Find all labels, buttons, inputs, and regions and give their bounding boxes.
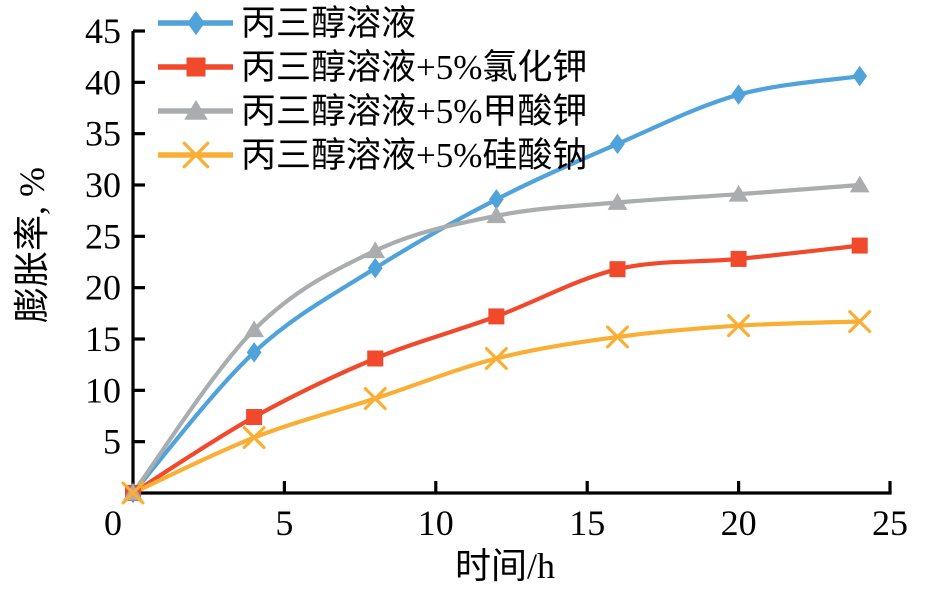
diamond-marker	[246, 342, 262, 363]
x-marker	[848, 310, 872, 334]
x-marker	[242, 426, 266, 450]
diamond-marker	[489, 189, 504, 210]
legend-label: 丙三醇溶液+5%甲酸钾	[241, 92, 587, 131]
legend-label: 丙三醇溶液+5%硅酸钠	[241, 136, 587, 175]
y-tick-label: 5	[103, 422, 121, 462]
y-tick-label: 35	[85, 114, 121, 154]
triangle-marker	[184, 99, 208, 120]
triangle-marker	[365, 241, 386, 259]
y-tick-label: 15	[85, 319, 121, 359]
square-marker	[609, 261, 626, 278]
x-axis-title: 时间/h	[455, 546, 555, 586]
triangle-marker	[244, 320, 265, 338]
triangle-marker	[486, 206, 507, 224]
origin-tick-label: 0	[104, 503, 122, 543]
x-tick-label: 15	[569, 503, 605, 543]
series-markers	[121, 65, 872, 505]
x-marker-stroke	[848, 310, 872, 334]
legend-item: 丙三醇溶液+5%甲酸钾	[158, 92, 587, 131]
legend-label: 丙三醇溶液	[241, 4, 416, 43]
y-tick-label: 10	[85, 370, 121, 410]
tick-labels: 5 10 15 20 25 30 35 40 45 5 10 15 20 25 0	[85, 11, 908, 543]
diamond-marker	[731, 84, 746, 105]
square-marker	[488, 308, 505, 325]
diamond-marker	[367, 257, 383, 279]
legend-label: 丙三醇溶液+5%氯化钾	[241, 48, 587, 87]
x-marker	[605, 325, 630, 349]
y-tick-label: 45	[85, 11, 121, 51]
square-marker	[246, 409, 263, 426]
y-tick-label: 20	[85, 268, 121, 308]
x-marker-stroke	[484, 346, 508, 371]
x-tick-label: 10	[418, 503, 454, 543]
y-axis-title: 膨胀率, %	[12, 167, 52, 323]
legend-item: 丙三醇溶液+5%氯化钾	[158, 48, 587, 87]
x-tick-label: 20	[721, 503, 757, 543]
legend-item: 丙三醇溶液+5%硅酸钠	[158, 136, 587, 175]
diamond-marker	[610, 133, 625, 155]
x-tick-label: 5	[275, 503, 293, 543]
series-markers-3	[121, 310, 872, 505]
diamond-marker	[187, 10, 205, 36]
x-tick-label: 25	[872, 503, 908, 543]
x-marker	[727, 314, 751, 338]
y-tick-label: 25	[85, 216, 121, 256]
y-tick-label: 40	[85, 62, 121, 102]
x-marker-stroke	[242, 426, 266, 450]
square-marker	[851, 237, 868, 254]
x-marker-stroke	[182, 141, 210, 169]
x-marker-stroke	[363, 387, 387, 411]
diamond-marker	[852, 65, 868, 87]
legend-item: 丙三醇溶液	[158, 4, 416, 43]
square-marker	[730, 250, 747, 267]
x-marker-stroke	[121, 481, 145, 505]
x-marker	[363, 387, 387, 411]
triangle-marker	[849, 175, 870, 193]
triangle-marker	[607, 193, 628, 210]
x-marker-stroke	[605, 325, 630, 349]
square-marker	[367, 350, 384, 367]
y-tick-label: 30	[85, 165, 121, 205]
x-marker	[182, 141, 210, 169]
square-marker	[186, 57, 206, 77]
triangle-marker	[728, 184, 749, 202]
x-marker-stroke	[727, 314, 751, 338]
x-marker	[484, 346, 508, 371]
x-marker	[121, 481, 145, 505]
